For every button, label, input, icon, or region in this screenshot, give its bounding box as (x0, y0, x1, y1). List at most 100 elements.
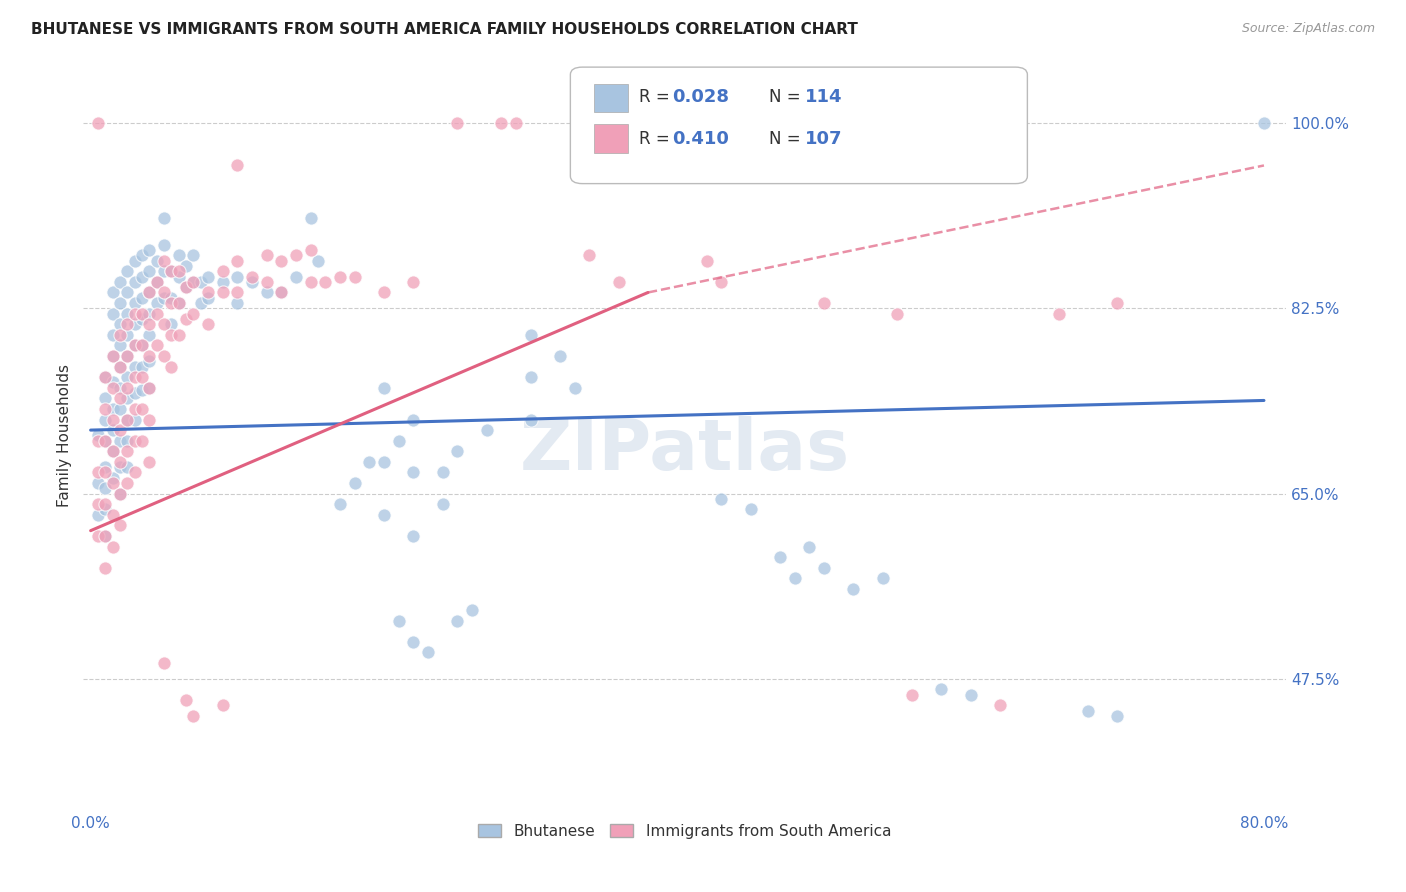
Point (87, 466, 110, 480)
Point (138, 412, 160, 426)
Point (402, 529, 425, 543)
Point (87, 508, 110, 522)
Point (117, 264, 139, 278)
Point (1077, 704, 1099, 718)
Point (138, 307, 160, 321)
Point (160, 264, 183, 278)
Point (138, 243, 160, 257)
Point (101, 349, 124, 363)
FancyBboxPatch shape (571, 67, 1028, 184)
Point (548, 349, 571, 363)
Point (138, 285, 160, 300)
Point (131, 248, 153, 262)
Point (783, 571, 806, 585)
Point (94, 434, 117, 448)
Legend: Bhutanese, Immigrants from South America: Bhutanese, Immigrants from South America (472, 818, 897, 845)
Point (167, 296, 190, 310)
Point (160, 296, 183, 310)
Point (145, 253, 167, 268)
Point (101, 285, 124, 300)
Y-axis label: Family Households: Family Households (58, 364, 72, 507)
Point (131, 269, 153, 284)
Point (117, 412, 139, 426)
Point (181, 709, 204, 723)
Point (124, 275, 146, 289)
Point (153, 291, 176, 305)
Point (402, 466, 425, 480)
Point (87, 434, 110, 448)
Point (416, 645, 439, 659)
Point (108, 518, 131, 533)
Point (131, 370, 153, 384)
Text: 0.410: 0.410 (672, 129, 730, 147)
Point (799, 540, 821, 554)
Point (505, 116, 527, 130)
Point (167, 296, 190, 310)
Point (87, 476, 110, 491)
Point (988, 698, 1011, 713)
Point (226, 158, 249, 172)
Point (117, 381, 139, 395)
Point (131, 291, 153, 305)
Bar (595, 124, 628, 153)
Point (373, 285, 395, 300)
Point (740, 502, 762, 516)
Point (461, 603, 484, 617)
Point (190, 275, 212, 289)
Text: N =: N = (769, 88, 806, 106)
Point (181, 275, 204, 289)
Point (108, 401, 131, 416)
Point (94, 412, 117, 426)
Point (359, 455, 381, 469)
Point (138, 327, 160, 342)
Point (94, 370, 117, 384)
Point (108, 486, 131, 500)
Point (108, 338, 131, 352)
Point (101, 540, 124, 554)
Text: BHUTANESE VS IMMIGRANTS FROM SOUTH AMERICA FAMILY HOUSEHOLDS CORRELATION CHART: BHUTANESE VS IMMIGRANTS FROM SOUTH AMERI… (31, 22, 858, 37)
Point (117, 349, 139, 363)
Point (270, 285, 292, 300)
Point (491, 116, 513, 130)
Point (117, 392, 139, 406)
Point (101, 471, 124, 485)
Point (101, 401, 124, 416)
Point (117, 317, 139, 331)
Point (138, 381, 160, 395)
Point (124, 466, 146, 480)
Point (124, 296, 146, 310)
Point (138, 455, 160, 469)
Point (160, 291, 183, 305)
Point (226, 296, 249, 310)
Point (108, 423, 131, 437)
Point (373, 508, 395, 522)
Point (329, 269, 352, 284)
Point (153, 349, 176, 363)
Point (929, 682, 952, 697)
Point (197, 285, 219, 300)
Point (94, 502, 117, 516)
Point (94, 466, 117, 480)
Point (117, 285, 139, 300)
Point (108, 486, 131, 500)
Point (87, 116, 110, 130)
Point (1253, 116, 1275, 130)
Point (124, 253, 146, 268)
Point (284, 248, 307, 262)
Point (1047, 307, 1070, 321)
Point (117, 370, 139, 384)
Point (299, 211, 322, 226)
Point (270, 285, 292, 300)
Point (432, 497, 454, 511)
Point (174, 280, 197, 294)
Point (108, 434, 131, 448)
Point (167, 248, 190, 262)
Point (240, 269, 263, 284)
Point (108, 460, 131, 475)
Point (174, 259, 197, 273)
Point (94, 392, 117, 406)
Point (108, 296, 131, 310)
Bar (595, 84, 628, 112)
Point (519, 327, 541, 342)
Point (124, 307, 146, 321)
